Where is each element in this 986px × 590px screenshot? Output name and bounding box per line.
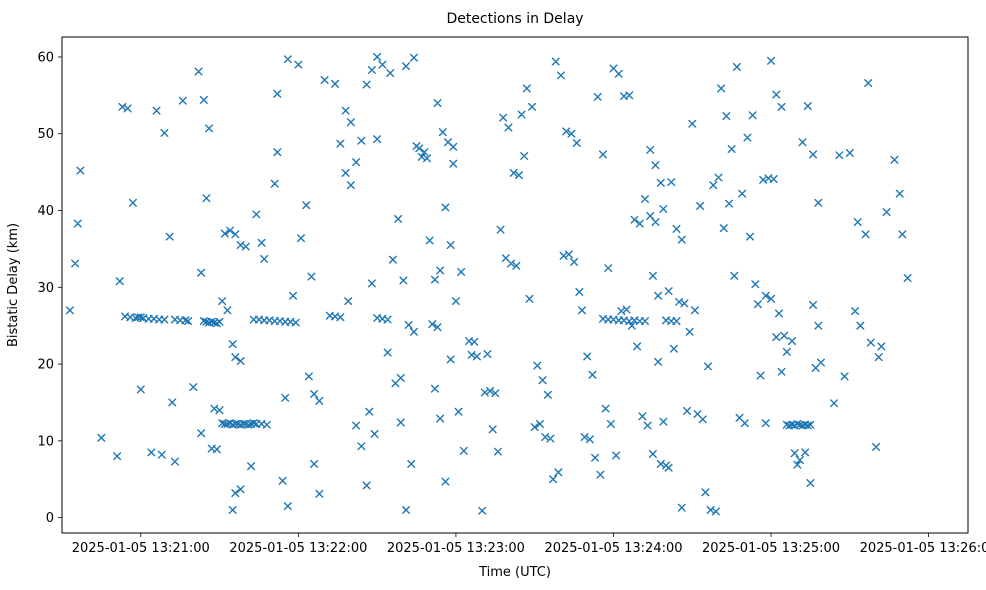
y-tick-label: 40: [37, 204, 54, 219]
x-tick-label: 2025-01-05 13:22:00: [229, 541, 367, 556]
x-tick-label: 2025-01-05 13:21:00: [72, 541, 210, 556]
scatter-points: [65, 52, 912, 516]
y-axis-label: Bistatic Delay (km): [6, 223, 21, 347]
x-axis-label: Time (UTC): [478, 565, 551, 580]
axes-frame: [61, 36, 969, 534]
x-tick-label: 2025-01-05 13:24:00: [544, 541, 682, 556]
x-tick-label: 2025-01-05 13:26:00: [860, 541, 986, 556]
y-tick-label: 50: [37, 127, 54, 142]
y-axis-ticks: 0 10 20 30 40 50 60: [37, 50, 62, 526]
y-tick-label: 0: [46, 511, 54, 526]
x-axis-ticks: 2025-01-05 13:21:00 2025-01-05 13:22:00 20…: [72, 533, 986, 556]
x-tick-label: 2025-01-05 13:25:00: [702, 541, 840, 556]
y-tick-label: 10: [37, 434, 54, 449]
y-tick-label: 20: [37, 358, 54, 373]
scatter-marker-path: [65, 52, 912, 516]
x-tick-label: 2025-01-05 13:23:00: [387, 541, 525, 556]
chart-title: Detections in Delay: [446, 11, 583, 27]
y-tick-label: 30: [37, 281, 54, 296]
y-tick-label: 60: [37, 50, 54, 65]
